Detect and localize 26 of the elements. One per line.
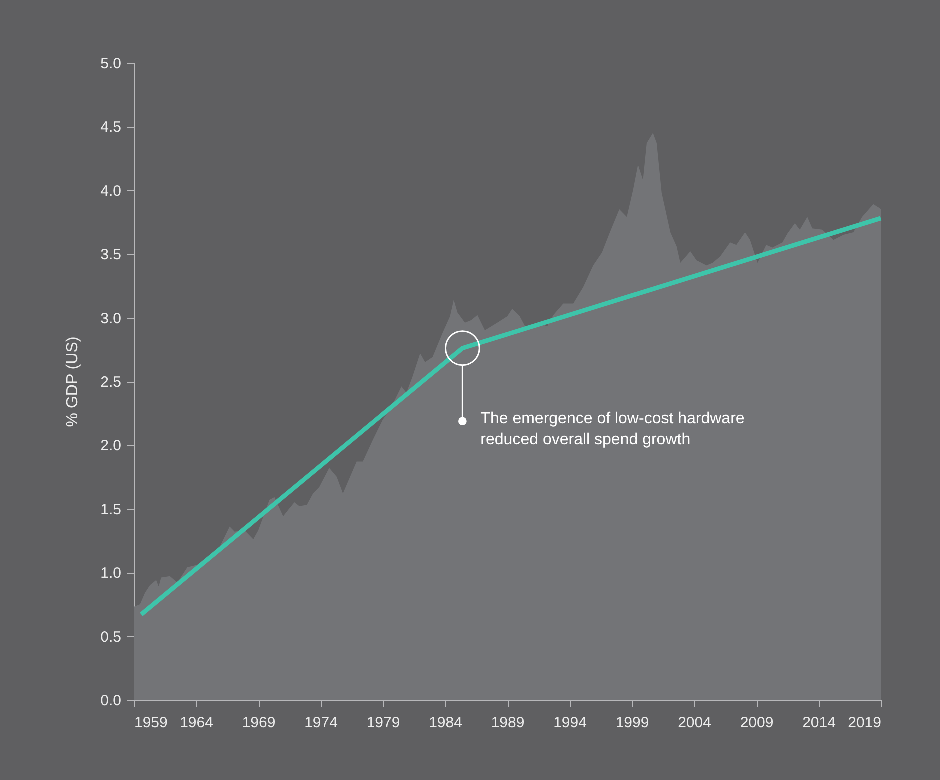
y-tick-label: 1.5: [100, 501, 122, 518]
x-tick-label: 1974: [304, 714, 338, 732]
y-tick-label: 3.0: [100, 310, 122, 328]
y-tick-label: 5.0: [100, 56, 122, 72]
x-tick-label: 2004: [678, 714, 712, 732]
y-tick-label: 1.0: [100, 565, 122, 582]
x-tick-label: 2009: [740, 714, 774, 732]
y-tick-label: 0.0: [100, 692, 122, 710]
x-tick-label: 2014: [802, 714, 836, 732]
x-tick-label: 1984: [429, 714, 462, 732]
x-tick-label: 1989: [491, 714, 525, 732]
x-tick-label: 1979: [366, 714, 400, 732]
y-tick-label: 2.0: [100, 438, 122, 455]
x-tick-label: 1964: [180, 714, 214, 732]
x-tick-label: 1959: [134, 714, 168, 732]
y-axis-title: % GDP (US): [64, 336, 82, 428]
annotation: The emergence of low-cost hardware reduced overall spend growth: [480, 410, 745, 448]
y-tick-label: 0.5: [100, 628, 122, 646]
y-tick-label: 4.0: [100, 182, 122, 200]
y-tick-label: 3.5: [100, 246, 122, 264]
x-tick-label: 1969: [242, 714, 276, 732]
y-tick-label: 2.5: [100, 374, 122, 391]
x-tick-label: 1999: [616, 714, 650, 732]
x-tick-label: 1994: [554, 714, 587, 732]
y-tick-label: 4.5: [100, 119, 122, 136]
x-tick-label: 2019: [848, 714, 882, 732]
